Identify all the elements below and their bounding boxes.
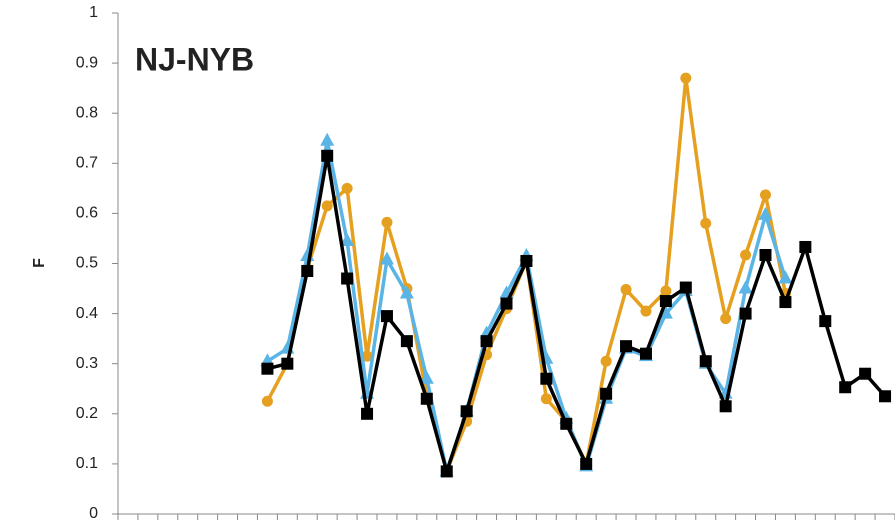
point	[680, 72, 692, 84]
point	[301, 265, 314, 278]
point	[660, 285, 672, 297]
point	[580, 457, 593, 470]
y-tick-label: 0.6	[76, 205, 98, 222]
point	[778, 270, 793, 284]
point	[380, 310, 393, 323]
point	[799, 240, 812, 253]
point	[261, 395, 273, 407]
point	[720, 313, 732, 325]
point	[659, 295, 672, 308]
y-tick-label: 0.1	[76, 455, 98, 472]
point	[321, 149, 334, 162]
point	[620, 284, 632, 296]
point	[460, 405, 473, 418]
y-tick-label: 0	[89, 505, 98, 522]
point	[281, 357, 294, 370]
point	[480, 335, 493, 348]
point	[739, 307, 752, 320]
series-line	[266, 154, 887, 474]
point	[679, 281, 692, 294]
point	[361, 407, 374, 420]
point	[758, 206, 773, 220]
point	[639, 347, 652, 360]
y-axis-label: F	[31, 258, 48, 268]
point	[341, 272, 354, 285]
point	[361, 350, 373, 362]
y-tick-label: 1	[89, 4, 98, 21]
point	[321, 200, 333, 212]
y-tick-label: 0.4	[76, 305, 98, 322]
y-tick-label: 0.2	[76, 405, 98, 422]
point	[658, 305, 673, 319]
point	[859, 367, 872, 380]
point	[500, 297, 513, 310]
point	[379, 251, 394, 265]
point	[620, 340, 633, 353]
point	[440, 465, 453, 478]
point	[760, 189, 771, 201]
point	[540, 393, 552, 405]
y-tick-label: 0.5	[76, 255, 98, 272]
y-tick-label: 0.3	[76, 355, 98, 372]
y-tick-label: 0.8	[76, 104, 98, 121]
chart-title: NJ-NYB	[135, 41, 254, 77]
point	[600, 387, 613, 400]
point	[779, 296, 792, 309]
point	[819, 315, 832, 328]
point	[759, 248, 772, 261]
point	[381, 216, 393, 228]
point	[540, 372, 553, 385]
point	[699, 355, 712, 368]
point	[399, 285, 414, 299]
point	[740, 249, 752, 261]
point	[600, 355, 612, 367]
y-tick-label: 0.9	[76, 54, 98, 71]
point	[839, 381, 852, 394]
y-tick-label: 0.7	[76, 155, 98, 172]
point	[560, 417, 573, 430]
point	[419, 370, 434, 384]
point	[261, 362, 274, 375]
point	[400, 335, 413, 348]
point	[738, 280, 753, 294]
point	[420, 392, 433, 405]
point	[320, 132, 335, 146]
point	[719, 400, 732, 413]
point	[340, 232, 355, 246]
point	[640, 305, 652, 317]
point	[520, 254, 533, 267]
point	[879, 390, 892, 403]
point	[700, 217, 712, 229]
point	[341, 182, 353, 194]
